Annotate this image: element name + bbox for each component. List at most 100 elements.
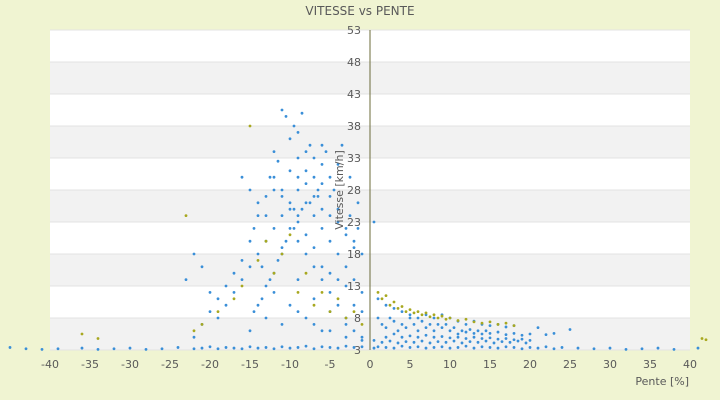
data-point	[308, 201, 312, 205]
data-point	[448, 316, 452, 320]
data-point	[384, 294, 388, 297]
y-tick-label: 43	[347, 88, 361, 101]
data-point	[408, 316, 412, 320]
data-point	[248, 124, 252, 128]
data-point	[320, 182, 324, 186]
data-point	[316, 195, 320, 198]
data-point	[352, 329, 356, 333]
data-point	[192, 329, 196, 333]
data-point	[404, 326, 408, 329]
data-point	[248, 265, 252, 269]
data-point	[528, 346, 532, 349]
data-point	[432, 335, 436, 339]
x-tick-label: 10	[443, 358, 457, 371]
data-point	[240, 278, 244, 281]
data-point	[560, 346, 564, 349]
data-point	[336, 207, 340, 211]
y-tick-label: 53	[347, 24, 361, 37]
x-axis-ticks: -40 -35 -30 -25 -20 -15 -10 -5 0 5 10 15 20 25 30 35 40	[41, 358, 697, 371]
data-point	[320, 278, 324, 281]
data-point	[304, 150, 308, 154]
data-point	[312, 265, 316, 269]
data-point	[288, 303, 292, 307]
data-point	[400, 323, 404, 326]
data-point	[480, 332, 484, 336]
data-point	[472, 335, 476, 339]
data-point	[432, 316, 436, 320]
data-point	[400, 344, 404, 348]
data-point	[392, 307, 396, 310]
data-point	[448, 329, 452, 333]
data-point	[272, 291, 276, 294]
data-point	[40, 347, 44, 351]
data-point	[280, 323, 284, 326]
data-point	[332, 188, 336, 192]
data-point	[512, 324, 516, 328]
data-point	[444, 317, 448, 321]
y-tick-label: 38	[347, 120, 361, 133]
data-point	[192, 335, 196, 339]
data-point	[512, 346, 516, 349]
data-point	[348, 175, 352, 179]
data-point	[312, 246, 316, 250]
data-point	[544, 345, 548, 349]
x-tick-label: 40	[683, 358, 697, 371]
data-point	[452, 339, 456, 343]
data-point	[528, 332, 532, 336]
data-point	[240, 347, 244, 351]
data-point	[340, 143, 344, 147]
chart-title: VITESSE vs PENTE	[305, 4, 414, 18]
data-point	[428, 323, 432, 326]
data-point	[304, 271, 308, 275]
data-point	[396, 341, 400, 345]
data-point	[480, 337, 484, 340]
data-point	[400, 310, 404, 313]
data-point	[360, 291, 364, 294]
data-point	[420, 313, 424, 317]
data-point	[524, 341, 528, 345]
data-point	[436, 316, 440, 320]
data-point	[184, 214, 188, 218]
data-point	[216, 310, 220, 313]
data-point	[388, 303, 392, 307]
x-tick-label: 0	[367, 358, 374, 371]
data-point	[444, 340, 448, 344]
data-point	[288, 346, 292, 350]
data-point	[424, 313, 428, 317]
data-point	[700, 337, 704, 340]
x-tick-label: 30	[603, 358, 617, 371]
data-point	[396, 307, 400, 310]
data-point	[388, 339, 392, 343]
data-point	[240, 284, 244, 288]
data-point	[344, 323, 348, 326]
data-point	[192, 347, 196, 351]
data-point	[224, 284, 228, 288]
data-point	[436, 323, 440, 326]
data-point	[416, 345, 420, 349]
data-point	[272, 347, 276, 351]
data-point	[504, 321, 508, 325]
data-point	[144, 347, 148, 351]
data-point	[328, 291, 332, 294]
data-point	[288, 227, 292, 230]
data-point	[264, 239, 268, 243]
data-point	[292, 207, 296, 211]
data-point	[640, 347, 644, 351]
x-axis-title: Pente [%]	[635, 375, 689, 388]
x-tick-label: -20	[201, 358, 219, 371]
data-point	[304, 316, 308, 320]
data-point	[320, 163, 324, 166]
data-point	[704, 338, 708, 342]
data-point	[292, 227, 296, 230]
data-point	[264, 316, 268, 320]
data-point	[80, 346, 84, 350]
x-tick-label: 25	[563, 358, 577, 371]
data-point	[320, 265, 324, 269]
data-point	[296, 156, 300, 160]
data-point	[352, 310, 356, 313]
data-point	[488, 346, 492, 349]
data-point	[444, 323, 448, 326]
x-tick-label: 35	[643, 358, 657, 371]
data-point	[192, 252, 196, 256]
